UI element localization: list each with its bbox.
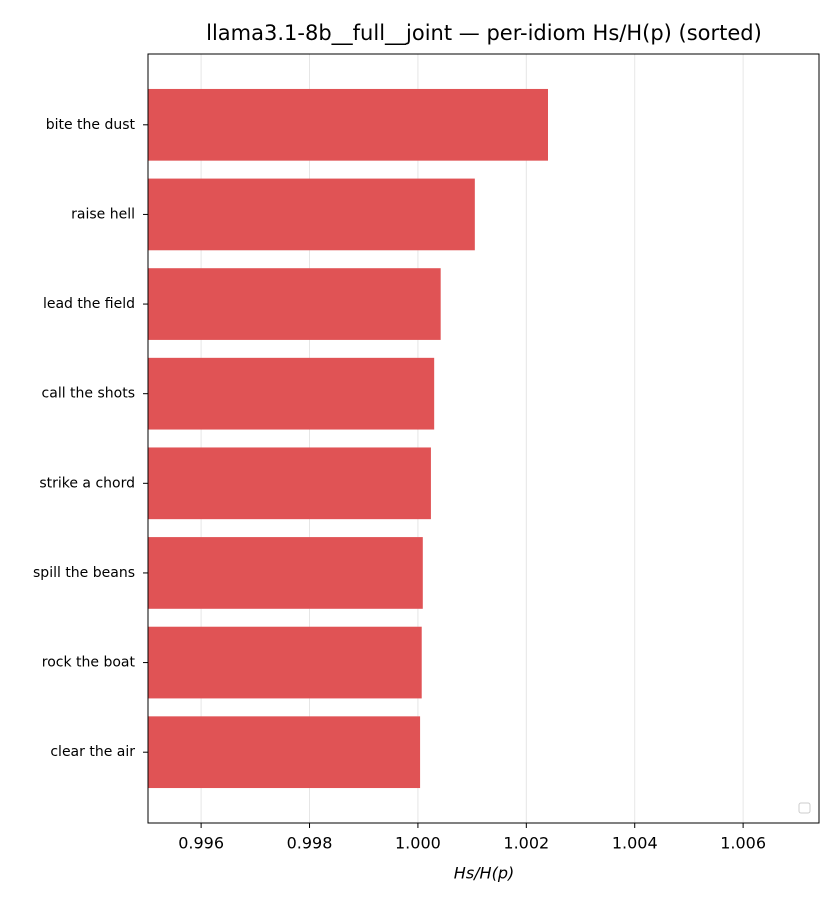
- bar: [148, 268, 441, 340]
- bar: [148, 716, 421, 789]
- x-tick-label: 0.998: [287, 834, 333, 853]
- x-tick-label: 0.996: [178, 834, 224, 853]
- bar: [148, 626, 422, 699]
- plot-frame: [147, 53, 820, 824]
- bar: [148, 357, 435, 430]
- y-tick-label: bite the dust: [46, 117, 136, 133]
- y-tick-label: rock the boat: [42, 655, 136, 671]
- bar: [148, 178, 475, 251]
- y-tick-label: call the shots: [42, 386, 135, 402]
- bar: [148, 447, 431, 520]
- x-tick-label: 1.002: [503, 834, 549, 853]
- y-tick-label: raise hell: [71, 206, 135, 222]
- bar: [148, 88, 548, 161]
- chart-title: llama3.1-8b__full__joint — per-idiom Hs/…: [206, 21, 762, 46]
- y-tick-label: lead the field: [43, 296, 135, 312]
- y-tick-label: clear the air: [50, 744, 135, 760]
- x-axis-label: Hs/H(p): [454, 864, 514, 883]
- y-tick-label: spill the beans: [33, 565, 135, 581]
- x-tick-label: 1.006: [720, 834, 766, 853]
- x-tick-label: 1.000: [395, 834, 441, 853]
- bar: [148, 537, 423, 609]
- legend-box: [798, 802, 811, 814]
- x-tick-label: 1.004: [612, 834, 658, 853]
- y-tick-label: strike a chord: [39, 475, 135, 491]
